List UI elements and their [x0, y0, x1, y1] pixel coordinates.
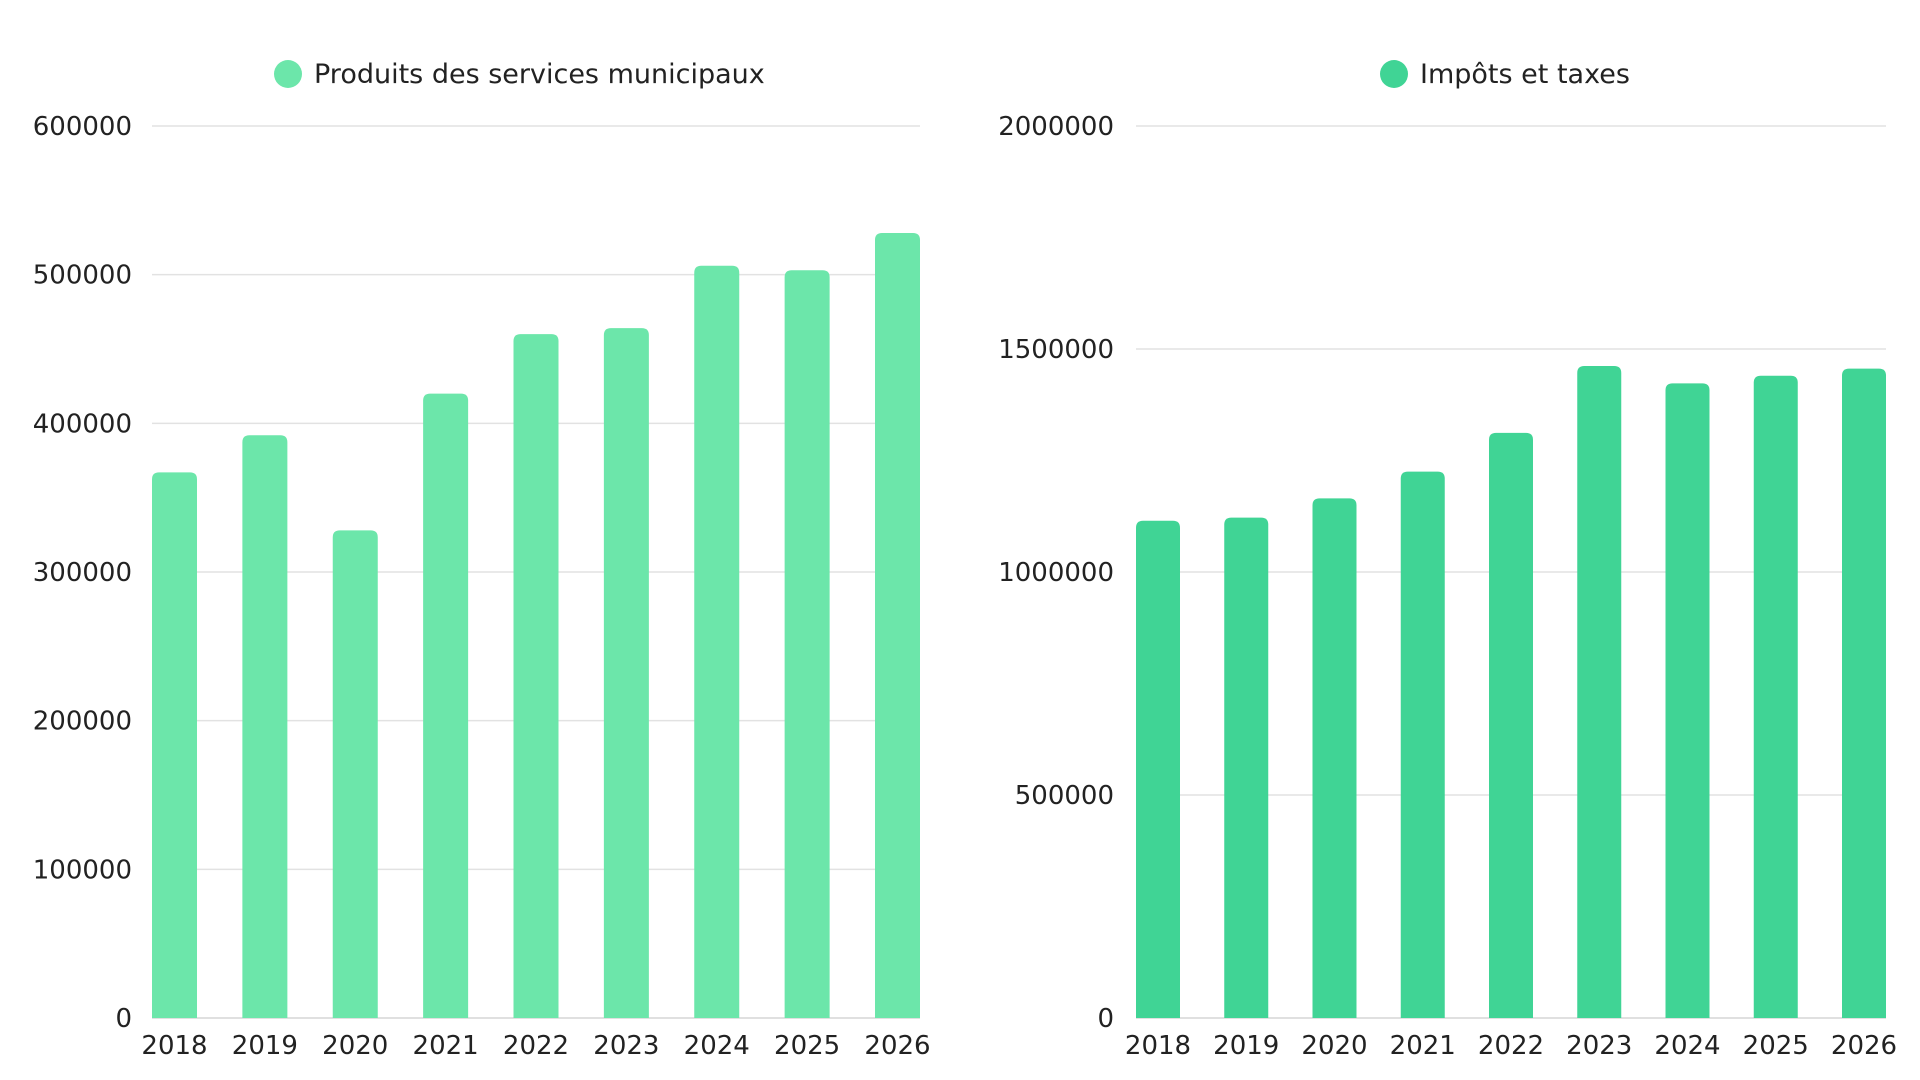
- x-tick-label-impots-taxes-2023: 2023: [1566, 1031, 1632, 1061]
- legend-services-municipaux: Produits des services municipaux: [274, 59, 765, 90]
- y-axis-impots-taxes: 0 500000 1000000 1500000 2000000: [998, 112, 1114, 1034]
- x-tick-label-impots-taxes-2026: 2026: [1831, 1031, 1897, 1061]
- legend-marker-services-municipaux: [274, 60, 302, 88]
- x-tick-label-services-municipaux-2024: 2024: [684, 1031, 750, 1061]
- chart-impots-taxes: Impôts et taxes 0 500000 1000000 1500000 200…: [998, 59, 1897, 1061]
- bar-services-municipaux-2022: [513, 334, 559, 1019]
- bar-services-municipaux-2018: [152, 472, 197, 1019]
- bar-services-municipaux-2021: [423, 393, 469, 1019]
- bars-services-municipaux: [152, 233, 920, 1019]
- bar-services-municipaux-2023: [603, 328, 649, 1019]
- bar-services-municipaux-2025: [784, 270, 830, 1018]
- legend-marker-impots-taxes: [1380, 60, 1408, 88]
- y-tick-label-services-municipaux-2: 200000: [33, 707, 132, 737]
- bar-impots-taxes-2022: [1489, 432, 1533, 1018]
- legend-label-services-municipaux: Produits des services municipaux: [314, 59, 765, 90]
- y-tick-label-impots-taxes-4: 2000000: [998, 112, 1114, 142]
- y-tick-label-services-municipaux-6: 600000: [33, 112, 132, 142]
- y-axis-services-municipaux: 0 100000 200000 300000 400000 500000 600000: [33, 112, 132, 1034]
- legend-impots-taxes: Impôts et taxes: [1380, 59, 1630, 90]
- x-tick-label-services-municipaux-2023: 2023: [593, 1031, 659, 1061]
- bar-services-municipaux-2024: [694, 265, 740, 1018]
- y-tick-label-impots-taxes-1: 500000: [1015, 781, 1114, 811]
- bar-impots-taxes-2018: [1136, 520, 1180, 1018]
- bar-services-municipaux-2019: [242, 435, 288, 1018]
- bar-impots-taxes-2019: [1224, 517, 1269, 1018]
- y-tick-label-services-municipaux-1: 100000: [33, 855, 132, 885]
- bar-impots-taxes-2024: [1665, 383, 1710, 1018]
- legend-label-impots-taxes: Impôts et taxes: [1420, 59, 1630, 90]
- x-tick-label-services-municipaux-2025: 2025: [774, 1031, 840, 1061]
- y-tick-label-services-municipaux-0: 0: [115, 1004, 132, 1034]
- bar-impots-taxes-2023: [1577, 365, 1622, 1018]
- x-tick-label-impots-taxes-2018: 2018: [1125, 1031, 1191, 1061]
- chart-services-municipaux: Produits des services municipaux 0 100000…: [33, 59, 931, 1061]
- x-tick-label-impots-taxes-2019: 2019: [1213, 1031, 1279, 1061]
- bar-services-municipaux-2020: [332, 530, 378, 1018]
- bar-impots-taxes-2021: [1400, 471, 1445, 1018]
- bar-impots-taxes-2020: [1312, 498, 1357, 1018]
- x-tick-label-services-municipaux-2026: 2026: [864, 1031, 930, 1061]
- x-tick-label-services-municipaux-2018: 2018: [141, 1031, 207, 1061]
- y-tick-label-services-municipaux-5: 500000: [33, 261, 132, 291]
- bar-impots-taxes-2026: [1842, 368, 1886, 1018]
- x-tick-label-services-municipaux-2022: 2022: [503, 1031, 569, 1061]
- x-axis-impots-taxes: 2018 2019 2020 2021 2022 2023 2024 2025 2026: [1125, 1031, 1897, 1061]
- bars-impots-taxes: [1136, 365, 1886, 1018]
- x-tick-label-impots-taxes-2020: 2020: [1301, 1031, 1367, 1061]
- x-tick-label-services-municipaux-2019: 2019: [232, 1031, 298, 1061]
- x-tick-label-impots-taxes-2022: 2022: [1478, 1031, 1544, 1061]
- bar-impots-taxes-2025: [1753, 375, 1798, 1018]
- x-tick-label-impots-taxes-2024: 2024: [1654, 1031, 1720, 1061]
- x-tick-label-impots-taxes-2021: 2021: [1390, 1031, 1456, 1061]
- y-tick-label-impots-taxes-2: 1000000: [998, 558, 1114, 588]
- y-tick-label-impots-taxes-0: 0: [1097, 1004, 1114, 1034]
- bar-services-municipaux-2026: [875, 233, 920, 1019]
- x-tick-label-services-municipaux-2020: 2020: [322, 1031, 388, 1061]
- x-tick-label-impots-taxes-2025: 2025: [1743, 1031, 1809, 1061]
- y-tick-label-services-municipaux-3: 300000: [33, 558, 132, 588]
- x-axis-services-municipaux: 2018 2019 2020 2021 2022 2023 2024 2025 2026: [141, 1031, 930, 1061]
- y-tick-label-services-municipaux-4: 400000: [33, 409, 132, 439]
- y-tick-label-impots-taxes-3: 1500000: [998, 335, 1114, 365]
- x-tick-label-services-municipaux-2021: 2021: [413, 1031, 479, 1061]
